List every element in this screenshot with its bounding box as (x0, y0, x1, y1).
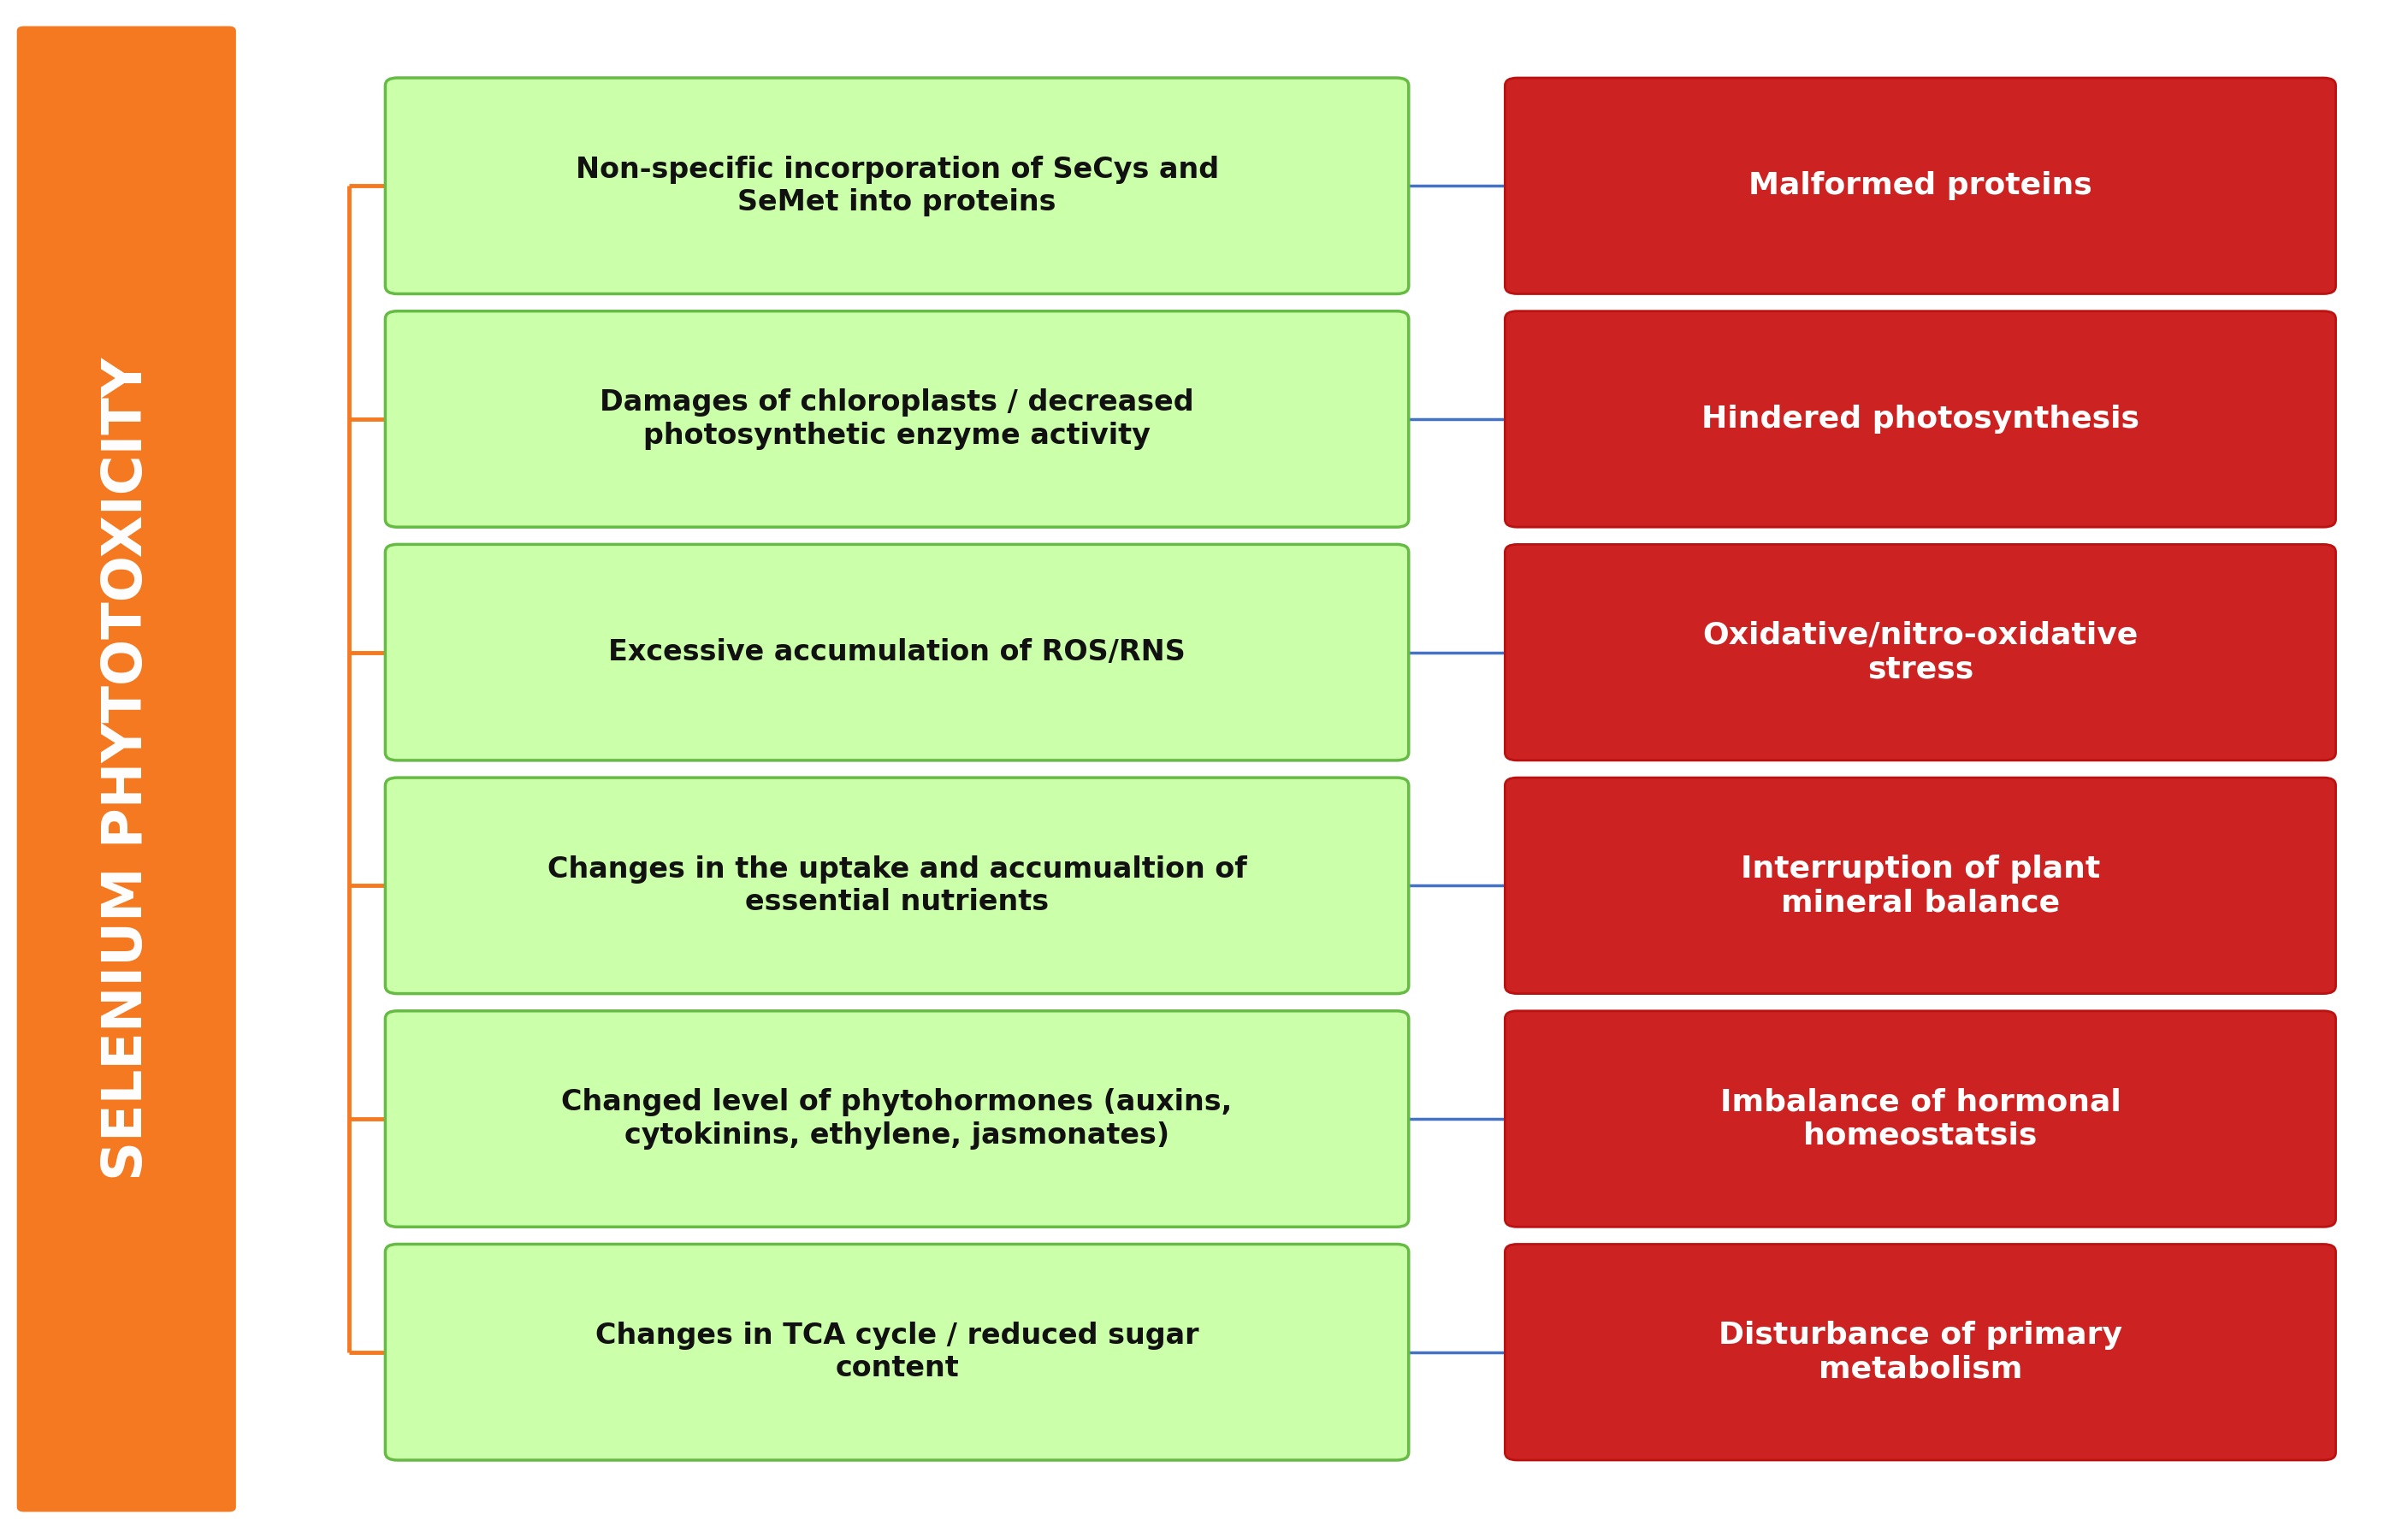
FancyBboxPatch shape (385, 311, 1409, 528)
FancyBboxPatch shape (1505, 311, 2336, 528)
Text: SELENIUM PHYTOTOXICITY: SELENIUM PHYTOTOXICITY (99, 357, 154, 1181)
FancyBboxPatch shape (1505, 78, 2336, 294)
Text: Oxidative/nitro-oxidative
stress: Oxidative/nitro-oxidative stress (1702, 621, 2138, 684)
Text: Hindered photosynthesis: Hindered photosynthesis (1702, 404, 2138, 434)
Text: Damages of chloroplasts / decreased
photosynthetic enzyme activity: Damages of chloroplasts / decreased phot… (600, 389, 1194, 449)
Text: Non-specific incorporation of SeCys and
SeMet into proteins: Non-specific incorporation of SeCys and … (576, 155, 1218, 217)
FancyBboxPatch shape (17, 26, 236, 1512)
FancyBboxPatch shape (385, 1244, 1409, 1460)
FancyBboxPatch shape (1505, 778, 2336, 994)
Text: Disturbance of primary
metabolism: Disturbance of primary metabolism (1719, 1321, 2121, 1384)
FancyBboxPatch shape (1505, 544, 2336, 760)
FancyBboxPatch shape (385, 1010, 1409, 1227)
Text: Excessive accumulation of ROS/RNS: Excessive accumulation of ROS/RNS (609, 638, 1185, 666)
Text: Malformed proteins: Malformed proteins (1748, 171, 2093, 200)
Text: Interruption of plant
mineral balance: Interruption of plant mineral balance (1741, 854, 2100, 917)
FancyBboxPatch shape (385, 544, 1409, 760)
FancyBboxPatch shape (1505, 1010, 2336, 1227)
FancyBboxPatch shape (1505, 1244, 2336, 1460)
Text: Changes in TCA cycle / reduced sugar
content: Changes in TCA cycle / reduced sugar con… (595, 1321, 1199, 1383)
Text: Imbalance of hormonal
homeostatsis: Imbalance of hormonal homeostatsis (1719, 1087, 2121, 1150)
FancyBboxPatch shape (385, 78, 1409, 294)
Text: Changed level of phytohormones (auxins,
cytokinins, ethylene, jasmonates): Changed level of phytohormones (auxins, … (561, 1089, 1233, 1149)
FancyBboxPatch shape (385, 778, 1409, 994)
Text: Changes in the uptake and accumualtion of
essential nutrients: Changes in the uptake and accumualtion o… (547, 855, 1247, 917)
